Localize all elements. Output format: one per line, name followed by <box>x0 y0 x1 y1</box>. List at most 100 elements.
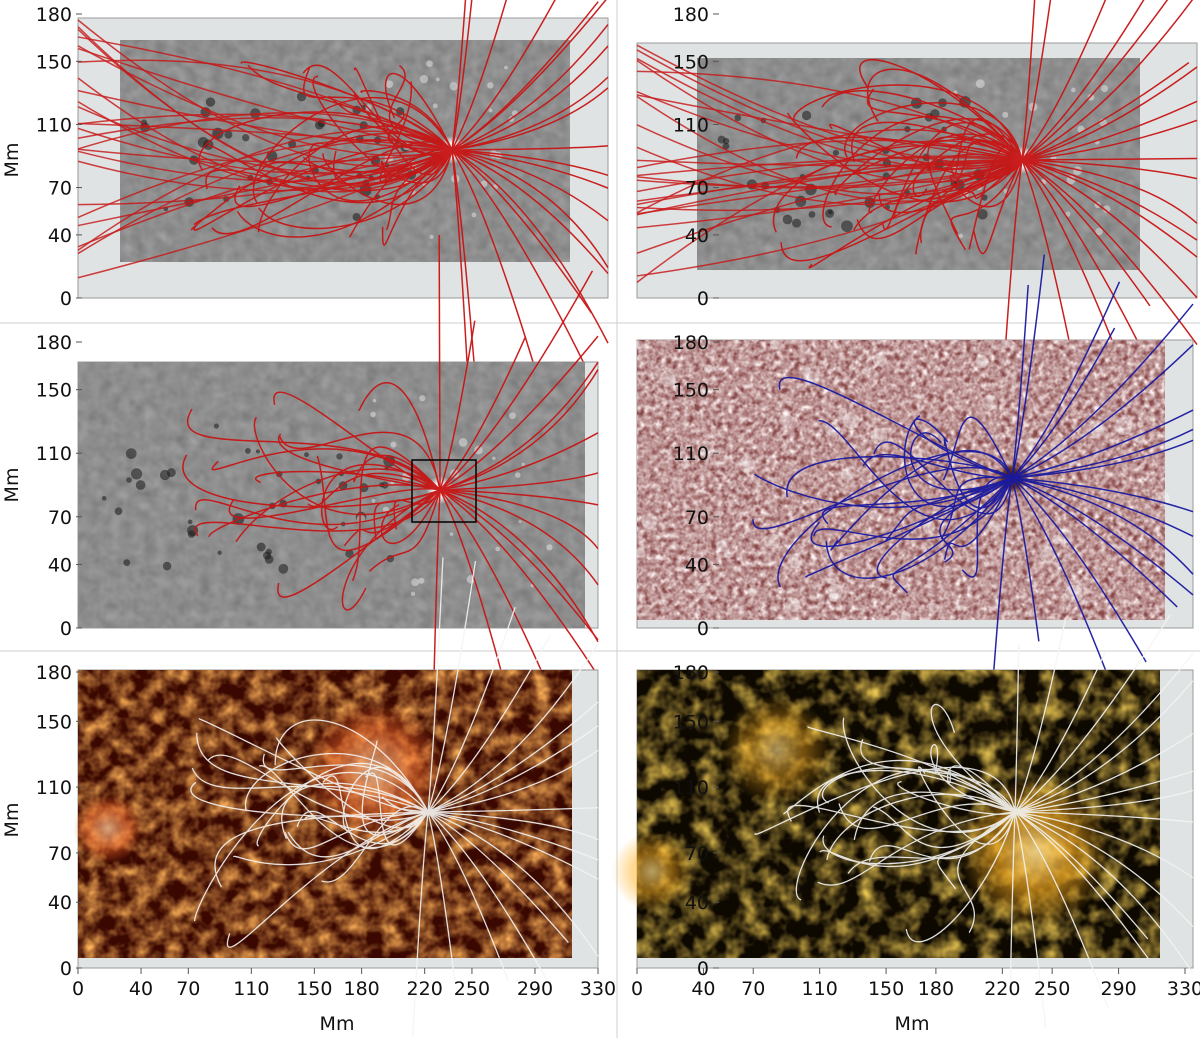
field-line-open <box>1011 477 1178 608</box>
field-line <box>892 477 1013 594</box>
field-line-open <box>427 807 599 813</box>
field-line-open <box>1021 159 1198 241</box>
negative-flux-patch <box>126 477 132 483</box>
field-line <box>783 759 1016 815</box>
field-line-open <box>1021 66 1198 161</box>
bright-plage <box>1040 547 1056 564</box>
field-line <box>316 455 441 552</box>
field-line <box>190 781 429 818</box>
positive-flux-patch <box>975 79 985 89</box>
bright-plage <box>900 611 911 622</box>
bright-plage <box>1050 438 1068 456</box>
field-line <box>195 489 441 526</box>
field-line <box>358 382 441 491</box>
field-line-open <box>451 149 478 402</box>
bright-plage <box>769 339 780 350</box>
field-line <box>752 466 1013 530</box>
negative-flux-patch <box>345 549 354 558</box>
field-line <box>207 144 453 204</box>
x-tick-label: 220 <box>407 978 443 1000</box>
bright-plage <box>723 548 734 559</box>
bright-plage <box>635 547 646 559</box>
field-line-open <box>1011 284 1029 479</box>
x-tick-label: 0 <box>631 978 643 1000</box>
field-line-open <box>1014 732 1194 813</box>
field-line-open <box>1021 0 1036 161</box>
y-axis-title-row-1: Mm <box>1 143 23 178</box>
positive-flux-patch <box>372 398 377 403</box>
field-line-open <box>451 0 556 151</box>
negative-flux-patch <box>782 214 793 225</box>
field-line-long <box>77 59 453 151</box>
negative-flux-patch <box>162 561 172 571</box>
field-line <box>205 149 453 192</box>
x-tick-label: 180 <box>918 978 954 1000</box>
positive-flux-patch <box>487 82 494 89</box>
field-line-long <box>636 159 1023 206</box>
field-line-long <box>636 57 1023 170</box>
field-line-long <box>636 159 1023 212</box>
field-line <box>873 441 1013 515</box>
x-tick-label: 150 <box>296 978 332 1000</box>
positive-flux-patch <box>514 472 521 478</box>
field-line-open <box>439 489 599 586</box>
field-line-open <box>427 811 599 880</box>
field-line-long <box>636 159 1023 229</box>
field-line-open <box>451 76 609 151</box>
field-line-open <box>1021 159 1147 359</box>
field-line <box>813 477 1013 540</box>
field-line <box>807 725 1016 813</box>
field-line-open <box>439 472 599 491</box>
bright-plage <box>785 597 801 613</box>
field-line-open <box>1014 617 1067 813</box>
positive-flux-patch <box>1087 93 1095 101</box>
field-line <box>817 769 1016 813</box>
positive-flux-patch <box>449 532 454 536</box>
field-line-open <box>439 489 599 677</box>
negative-flux-patch <box>130 468 143 480</box>
field-line <box>905 811 1016 943</box>
field-line-open <box>427 811 548 980</box>
positive-flux-patch <box>410 591 416 597</box>
field-line <box>937 811 1016 890</box>
negative-flux-patch <box>256 542 266 552</box>
negative-flux-patch <box>217 550 222 555</box>
field-line-open <box>1011 327 1116 479</box>
x-tick-label: 250 <box>454 978 490 1000</box>
field-line-open <box>1011 428 1194 479</box>
field-line-open <box>451 149 592 314</box>
field-line-open <box>451 145 609 151</box>
y-tick-label: 110 <box>36 777 72 799</box>
bright-plage <box>1028 452 1039 463</box>
bright-plage <box>716 540 728 553</box>
field-line-open <box>1014 770 1194 813</box>
x-tick-label: 110 <box>802 978 838 1000</box>
field-line <box>972 159 1023 255</box>
x-tick-label: 40 <box>129 978 153 1000</box>
field-line-open <box>1014 811 1149 940</box>
field-line-open <box>451 149 586 365</box>
field-line-open <box>1011 303 1194 479</box>
field-line-open <box>1021 159 1198 299</box>
field-line <box>226 811 429 948</box>
field-line <box>368 489 441 572</box>
negative-flux-patch <box>255 449 260 454</box>
field-line-open <box>427 606 516 813</box>
positive-flux-patch <box>1095 227 1103 236</box>
positive-flux-patch <box>419 74 429 84</box>
field-line <box>825 477 1013 579</box>
field-line <box>353 454 441 491</box>
field-line-open <box>1014 811 1194 879</box>
field-line-open <box>438 235 441 491</box>
field-line-open <box>451 149 609 269</box>
field-line <box>844 101 1023 161</box>
y-tick-label: 40 <box>685 892 709 914</box>
field-line-open <box>427 560 477 813</box>
field-line-long <box>636 159 1023 277</box>
field-line <box>830 449 1013 551</box>
y-tick-label: 150 <box>36 380 72 402</box>
bright-plage <box>695 582 707 594</box>
field-line <box>279 431 441 491</box>
bright-plage <box>928 602 939 613</box>
positive-flux-patch <box>474 445 483 455</box>
